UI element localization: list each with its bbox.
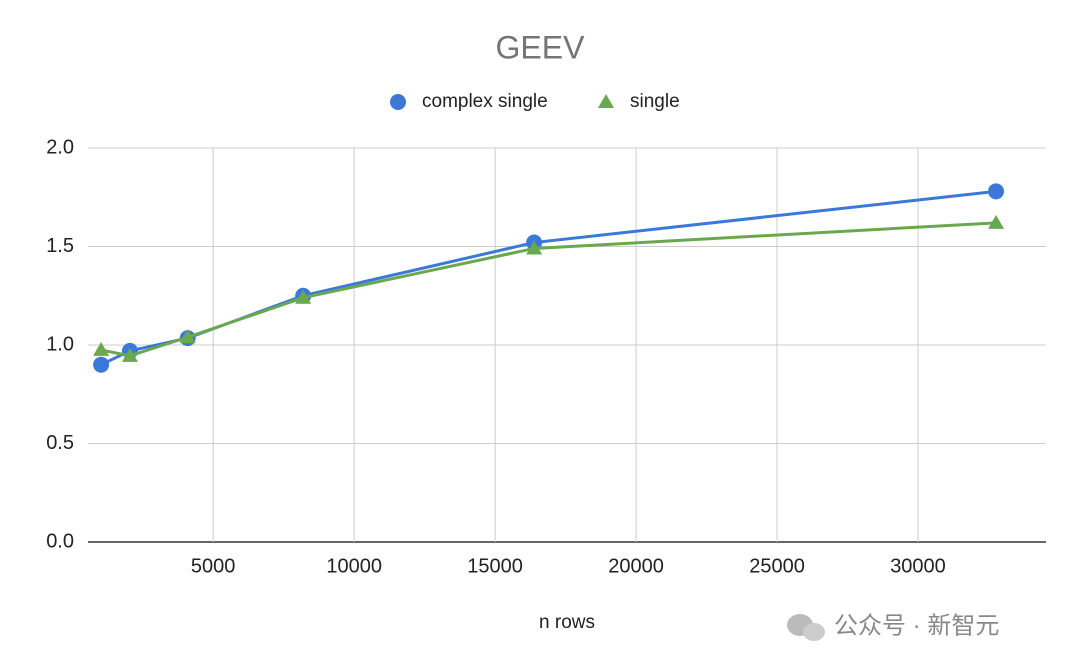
data-point	[121, 347, 138, 362]
y-tick-label: 0.0	[46, 530, 74, 552]
data-point	[988, 183, 1005, 200]
legend-marker	[390, 94, 406, 110]
legend-label: complex single	[422, 91, 548, 112]
x-tick-label: 10000	[326, 555, 382, 577]
y-tick-label: 0.5	[46, 432, 74, 454]
x-tick-label: 30000	[890, 555, 946, 577]
y-tick-label: 2.0	[46, 136, 74, 158]
x-tick-label: 15000	[467, 555, 523, 577]
watermark: 公众号 · 新智元	[834, 612, 999, 639]
data-point	[988, 214, 1005, 229]
legend-marker	[598, 94, 614, 108]
x-tick-label: 20000	[608, 555, 664, 577]
data-point	[93, 356, 110, 373]
series-line	[100, 189, 997, 367]
x-tick-label: 5000	[191, 555, 236, 577]
chart-title: GEEV	[496, 29, 586, 65]
x-axis-label: n rows	[539, 612, 595, 633]
data-point	[179, 329, 196, 344]
watermark-icon	[787, 614, 825, 641]
data-point	[526, 240, 543, 255]
data-point	[93, 341, 110, 356]
y-tick-label: 1.0	[46, 333, 74, 355]
legend-label: single	[630, 91, 680, 112]
series-line	[100, 221, 997, 358]
data-point	[295, 289, 312, 304]
y-tick-label: 1.5	[46, 235, 74, 257]
x-tick-label: 25000	[749, 555, 805, 577]
